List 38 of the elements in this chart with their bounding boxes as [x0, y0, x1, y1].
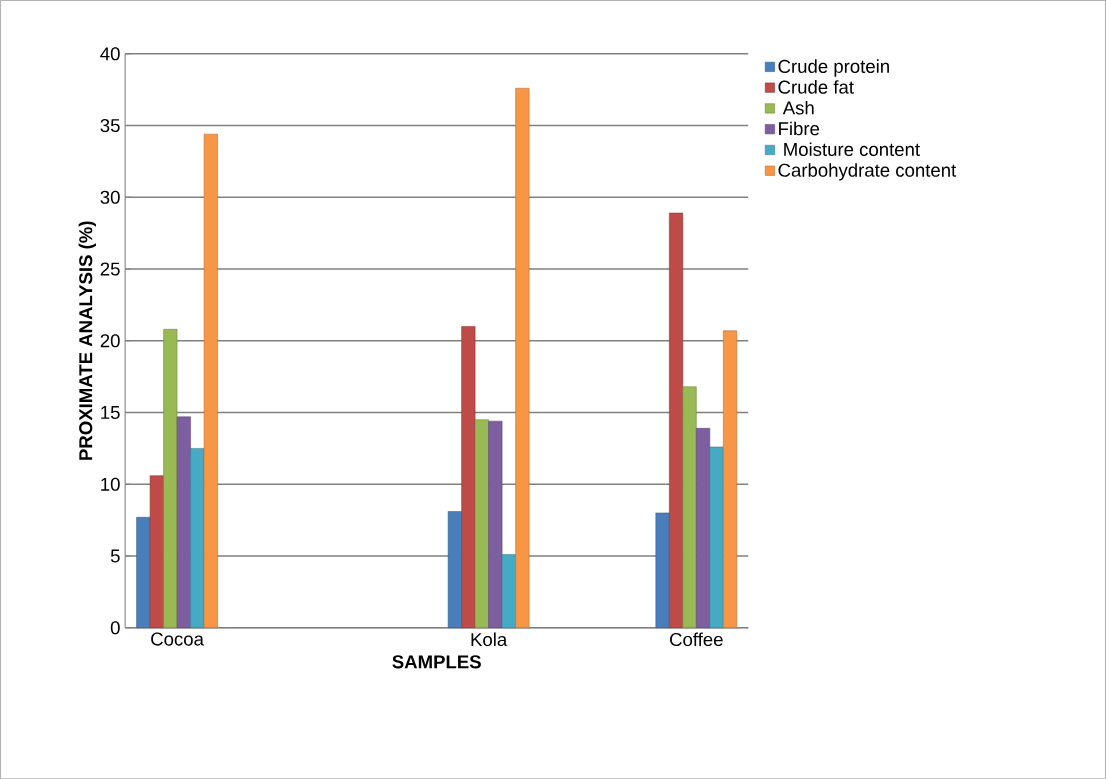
y-tick-label: 0: [110, 621, 120, 635]
y-tick-label: 40: [100, 47, 120, 61]
legend-label: Ash: [782, 100, 814, 115]
x-tick-label: Kola: [471, 632, 508, 646]
bar: [163, 328, 178, 628]
y-tick-label: 35: [100, 118, 120, 132]
bar: [203, 133, 218, 628]
bar: [501, 554, 516, 628]
bar: [190, 447, 205, 628]
bar: [709, 446, 724, 628]
bar: [696, 427, 711, 628]
legend-label: Crude fat: [778, 79, 854, 94]
y-tick-label: 20: [100, 334, 120, 348]
x-axis-title: SAMPLES: [392, 655, 481, 669]
bar: [515, 87, 530, 628]
legend-label: Carbohydrate content: [778, 163, 957, 181]
bar: [176, 416, 191, 628]
y-tick-label: 5: [110, 549, 120, 563]
bar: [488, 420, 503, 628]
bar: [669, 212, 684, 628]
bar: [723, 330, 738, 628]
bar: [474, 419, 489, 628]
y-tick-label: 25: [100, 262, 120, 276]
y-tick-label: 30: [100, 190, 120, 204]
bar: [682, 386, 697, 628]
bar: [447, 511, 462, 628]
x-tick-label: Coffee: [670, 632, 723, 646]
legend-label: Moisture content: [784, 142, 920, 156]
bar: [136, 516, 151, 628]
y-tick-label: 15: [101, 405, 120, 419]
y-tick-label: 10: [101, 477, 120, 491]
x-tick-label: Cocoa: [151, 632, 204, 646]
bar: [655, 512, 670, 628]
legend-label: Fibre: [779, 121, 820, 136]
bar: [149, 475, 164, 628]
bar: [461, 325, 476, 628]
legend-label: Crude protein: [778, 59, 889, 77]
y-axis-title: PROXIMATE ANALYSIS (%): [78, 221, 96, 460]
